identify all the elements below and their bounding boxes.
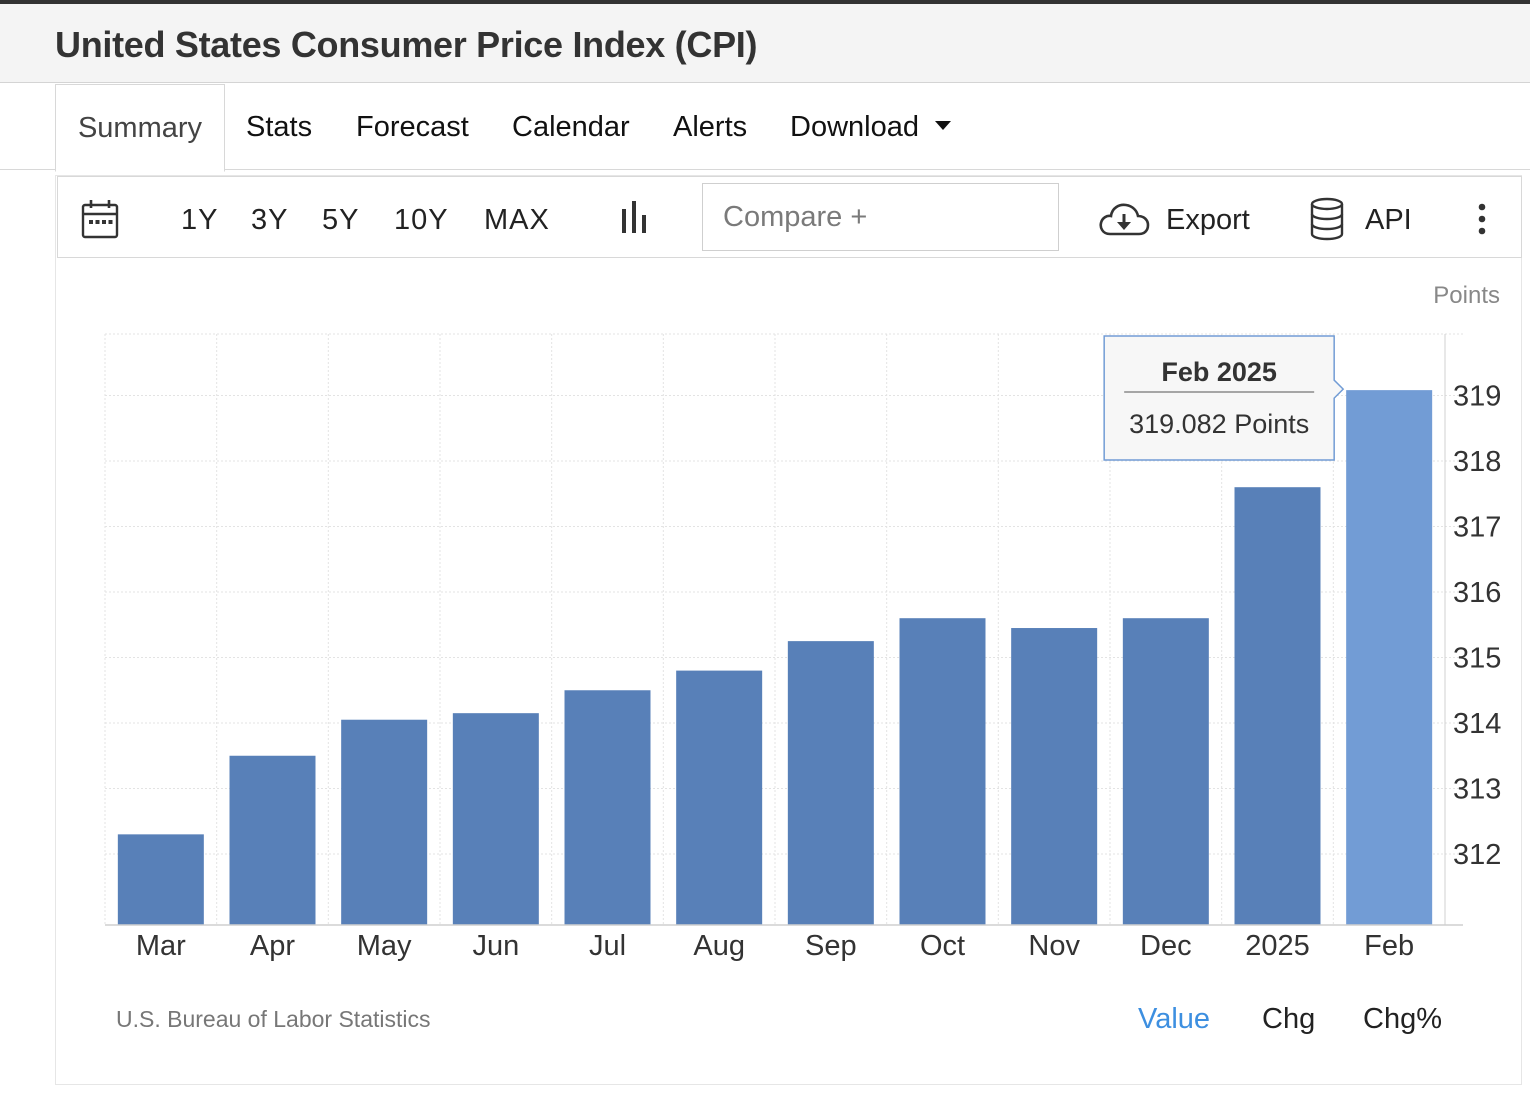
chg-tab[interactable]: Chg [1262, 1003, 1316, 1035]
calendar-icon[interactable] [80, 198, 120, 245]
y-tick-label: 312 [1453, 839, 1501, 871]
tab-stats[interactable]: Stats [246, 111, 313, 143]
chart-toolbar: 1Y 3Y 5Y 10Y MAX Export API [57, 176, 1522, 258]
x-tick-label: Mar [136, 930, 186, 962]
range-5y-button[interactable]: 5Y [322, 204, 360, 236]
page-title: United States Consumer Price Index (CPI) [55, 24, 758, 65]
x-tick-label: Jun [472, 930, 519, 962]
chevron-down-icon [934, 120, 951, 130]
x-tick-label: Aug [693, 930, 745, 962]
tab-summary[interactable]: Summary [55, 84, 225, 172]
bar-aug[interactable] [676, 670, 763, 925]
tab-download[interactable]: Download [790, 84, 951, 170]
x-tick-label: Nov [1028, 930, 1080, 962]
database-icon[interactable] [1309, 197, 1345, 246]
tooltip-title: Feb 2025 [1161, 357, 1277, 387]
y-tick-label: 315 [1453, 643, 1501, 675]
range-1y-button[interactable]: 1Y [181, 204, 219, 236]
x-tick-label: Sep [805, 930, 857, 962]
tooltip: Feb 2025 319.082 Points [1103, 335, 1345, 461]
x-tick-label: Apr [250, 930, 295, 962]
bar-2025[interactable] [1234, 487, 1321, 925]
cloud-download-icon[interactable] [1098, 201, 1150, 242]
bar-oct[interactable] [899, 618, 986, 925]
range-max-button[interactable]: MAX [484, 204, 550, 236]
bar-may[interactable] [341, 719, 428, 925]
y-tick-label: 317 [1453, 512, 1501, 544]
y-tick-label: 318 [1453, 446, 1501, 478]
y-tick-label: 313 [1453, 774, 1501, 806]
x-tick-label: 2025 [1245, 930, 1310, 962]
bar-jul[interactable] [564, 690, 651, 925]
unit-label: Points [1433, 282, 1500, 309]
export-button[interactable]: Export [1166, 204, 1250, 236]
bar-feb[interactable] [1346, 390, 1433, 925]
title-bar: United States Consumer Price Index (CPI) [0, 4, 1530, 83]
tab-forecast[interactable]: Forecast [356, 111, 469, 143]
tooltip-value: 319.082 Points [1129, 409, 1309, 439]
tab-download-label: Download [790, 111, 919, 143]
tooltip-box [1103, 335, 1345, 461]
top-border [0, 0, 1530, 4]
bar-apr[interactable] [229, 755, 316, 925]
bar-sep[interactable] [787, 641, 874, 925]
y-tick-label: 316 [1453, 577, 1501, 609]
x-tick-label: Oct [920, 930, 965, 962]
bar-nov[interactable] [1011, 628, 1098, 925]
bar-dec[interactable] [1122, 618, 1209, 925]
y-tick-label: 314 [1453, 708, 1501, 740]
api-button[interactable]: API [1365, 204, 1412, 236]
x-tick-label: May [357, 930, 412, 962]
chg-percent-tab[interactable]: Chg% [1363, 1003, 1442, 1035]
axis-layer: 312 313 314 315 316 317 318 319 Mar Apr May Jun Jul A… [105, 334, 1501, 962]
bar-mar[interactable] [117, 834, 204, 925]
bar-chart-icon[interactable] [619, 201, 649, 240]
source-label: U.S. Bureau of Labor Statistics [116, 1006, 431, 1032]
y-tick-label: 319 [1453, 381, 1501, 413]
tabs-divider [0, 169, 1530, 170]
range-3y-button[interactable]: 3Y [251, 204, 289, 236]
x-tick-label: Jul [589, 930, 626, 962]
tab-calendar[interactable]: Calendar [512, 111, 630, 143]
compare-input[interactable] [702, 183, 1059, 251]
x-tick-label: Feb [1364, 930, 1414, 962]
bars-layer [117, 390, 1433, 925]
bar-jun[interactable] [452, 713, 539, 925]
more-vertical-icon[interactable] [1477, 203, 1487, 240]
value-tab[interactable]: Value [1138, 1003, 1211, 1035]
x-tick-label: Dec [1140, 930, 1192, 962]
tab-alerts[interactable]: Alerts [673, 111, 748, 143]
range-10y-button[interactable]: 10Y [394, 204, 449, 236]
